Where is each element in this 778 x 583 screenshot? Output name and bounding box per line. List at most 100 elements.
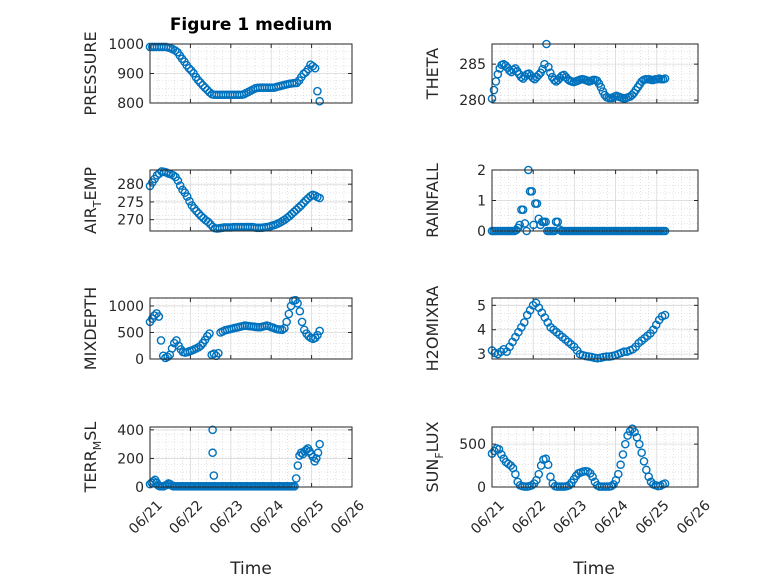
data-point bbox=[285, 211, 294, 221]
data-point bbox=[295, 306, 305, 316]
data-point bbox=[289, 207, 299, 217]
y-tick-label: 0 bbox=[135, 480, 144, 496]
y-axis-label: THETA bbox=[423, 48, 442, 100]
data-point bbox=[173, 176, 183, 185]
data-point bbox=[520, 219, 530, 228]
y-tick-label: 0 bbox=[135, 352, 144, 368]
y-tick-label: 2 bbox=[477, 163, 486, 179]
x-axis-label-left: Time bbox=[229, 559, 272, 579]
data-point bbox=[150, 311, 159, 320]
data-point bbox=[623, 431, 632, 440]
data-point bbox=[532, 199, 542, 208]
data-point bbox=[606, 481, 616, 491]
y-tick-label: 270 bbox=[117, 213, 144, 229]
x-tick-label: 06/23 bbox=[207, 498, 247, 538]
axes-box bbox=[491, 426, 699, 488]
x-axis-label-right: Time bbox=[572, 559, 615, 579]
data-point bbox=[618, 450, 628, 459]
data-point bbox=[619, 347, 629, 356]
x-tick-label: 06/22 bbox=[509, 498, 549, 538]
data-point bbox=[185, 196, 194, 206]
data-point bbox=[519, 318, 529, 327]
data-point bbox=[588, 472, 597, 482]
x-tick-label: 06/25 bbox=[633, 498, 673, 538]
y-axis-label: H2OMIXRA bbox=[423, 286, 442, 372]
data-point bbox=[287, 209, 297, 219]
data-point bbox=[196, 341, 205, 351]
data-point bbox=[609, 480, 618, 489]
data-point bbox=[497, 450, 506, 459]
axes-box bbox=[491, 169, 699, 232]
subplot-1: 800 900 1000 PRESSURE bbox=[81, 31, 353, 116]
data-point bbox=[635, 439, 644, 449]
data-point bbox=[299, 198, 308, 208]
data-point bbox=[639, 456, 649, 466]
data-point bbox=[546, 68, 555, 78]
data-point bbox=[660, 310, 670, 320]
data-point bbox=[315, 439, 324, 449]
y-axis-label: MIXDEPTH bbox=[81, 287, 100, 370]
data-point bbox=[168, 171, 178, 180]
data-point bbox=[491, 77, 501, 86]
data-point bbox=[200, 83, 210, 92]
y-tick-label: 400 bbox=[117, 423, 144, 439]
y-axis-label: PRESSURE bbox=[81, 31, 100, 115]
data-point bbox=[205, 329, 214, 338]
data-point bbox=[644, 472, 653, 482]
data-point bbox=[209, 349, 219, 358]
data-point bbox=[312, 454, 321, 463]
data-point bbox=[170, 46, 180, 55]
data-point bbox=[182, 192, 192, 201]
y-axis-label: TERRMSL bbox=[81, 422, 104, 494]
axes-box bbox=[491, 43, 699, 104]
data-point bbox=[277, 325, 287, 335]
x-tick-label: 06/26 bbox=[674, 498, 714, 538]
y-tick-label: 0 bbox=[477, 480, 486, 496]
data-point bbox=[292, 78, 302, 88]
subplot-2: 280 285 THETA bbox=[423, 39, 699, 109]
y-axis-label: SUNFLUX bbox=[423, 421, 446, 492]
data-point bbox=[292, 205, 301, 215]
x-tick-label: 06/21 bbox=[126, 498, 166, 538]
data-point bbox=[544, 62, 553, 72]
data-point bbox=[511, 469, 520, 479]
data-point bbox=[504, 459, 513, 469]
data-point bbox=[310, 63, 320, 73]
data-point bbox=[194, 343, 203, 352]
data-point bbox=[315, 193, 324, 203]
y-tick-label: 1000 bbox=[108, 299, 144, 315]
data-point bbox=[489, 85, 499, 95]
data-point bbox=[192, 206, 201, 216]
data-point bbox=[637, 448, 646, 458]
x-tick-label: 06/24 bbox=[247, 498, 287, 538]
data-point bbox=[214, 348, 223, 358]
data-point bbox=[534, 469, 544, 479]
figure-title: Figure 1 medium bbox=[170, 15, 332, 35]
data-point bbox=[493, 69, 503, 79]
data-point bbox=[198, 81, 208, 90]
x-tick-label: 06/26 bbox=[328, 498, 368, 538]
data-point bbox=[625, 426, 635, 436]
data-point bbox=[310, 333, 320, 343]
data-point bbox=[290, 481, 299, 491]
x-tick-label: 06/23 bbox=[550, 498, 590, 538]
data-point bbox=[313, 448, 323, 458]
y-tick-label: 200 bbox=[117, 451, 144, 467]
data-point bbox=[613, 469, 623, 479]
data-point bbox=[209, 471, 219, 480]
data-point bbox=[518, 205, 528, 214]
data-point bbox=[583, 467, 593, 476]
data-point bbox=[172, 336, 181, 345]
data-point bbox=[202, 331, 212, 341]
data-point bbox=[196, 211, 206, 221]
data-point bbox=[660, 74, 670, 83]
data-point bbox=[315, 96, 324, 106]
y-tick-label: 280 bbox=[459, 93, 486, 109]
data-point bbox=[163, 352, 172, 362]
y-tick-label: 500 bbox=[117, 325, 144, 341]
data-point bbox=[616, 460, 625, 470]
data-point bbox=[506, 461, 516, 470]
y-tick-label: 275 bbox=[117, 195, 144, 211]
